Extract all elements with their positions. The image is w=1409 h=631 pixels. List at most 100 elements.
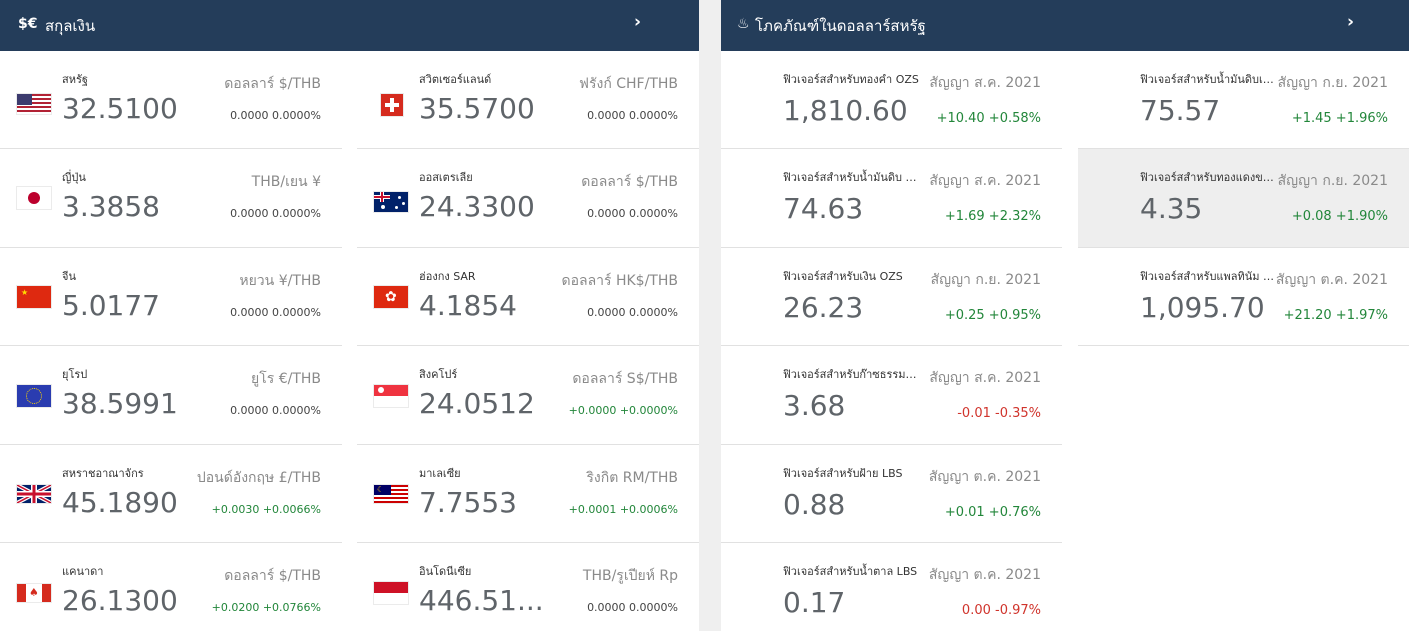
currency-unit: ยูโร €/THB — [251, 371, 321, 387]
commodity-price: 4.35 — [1140, 192, 1203, 225]
currency-change: 0.0000 0.0000% — [230, 306, 321, 319]
indonesia-flag-icon — [374, 582, 408, 604]
currency-name: ฮ่องกง SAR — [419, 270, 476, 283]
commodity-price: 74.63 — [783, 192, 864, 225]
commodity-price: 26.23 — [783, 291, 864, 324]
currency-item-jpy[interactable]: ญี่ปุ่น 3.3858 THB/เยน ¥ 0.0000 0.0000% — [0, 149, 342, 248]
commodity-name: ฟิวเจอร์สสำหรับทองคำ OZS — [783, 73, 919, 86]
currency-name: แคนาดา — [62, 565, 104, 578]
commodity-change: +0.25 +0.95% — [944, 308, 1041, 323]
commodity-item-wti-oil[interactable]: ฟิวเจอร์สสำหรับน้ำมันดิบ W... 74.63 สัญญ… — [721, 149, 1062, 248]
currency-change: +0.0000 +0.0000% — [568, 404, 678, 417]
commodity-name: ฟิวเจอร์สสำหรับน้ำตาล LBS — [783, 565, 918, 578]
currency-rate: 446.51... — [419, 584, 544, 617]
commodity-contract: สัญญา ส.ค. 2021 — [929, 173, 1041, 189]
chevron-right-icon[interactable]: › — [1347, 12, 1355, 32]
japan-flag-icon — [17, 187, 51, 209]
currency-unit: ดอลลาร์ HK$/THB — [561, 273, 678, 289]
commodity-change: +10.40 +0.58% — [936, 111, 1041, 126]
commodity-change: +0.08 +1.90% — [1291, 209, 1388, 224]
currency-icon: $€ — [18, 16, 38, 32]
australia-flag-icon — [374, 192, 408, 212]
chevron-right-icon[interactable]: › — [634, 12, 642, 32]
china-flag-icon: ★ — [17, 286, 51, 308]
currency-rate: 26.1300 — [62, 584, 178, 617]
currency-unit: หยวน ¥/THB — [239, 273, 321, 289]
switzerland-flag-icon — [381, 94, 403, 116]
commodity-change: -0.01 -0.35% — [957, 406, 1041, 421]
currency-item-sgd[interactable]: สิงคโปร์ 24.0512 ดอลลาร์ S$/THB +0.0000 … — [357, 346, 699, 445]
currency-item-chf[interactable]: สวิตเซอร์แลนด์ 35.5700 ฟรังก์ CHF/THB 0.… — [357, 51, 699, 149]
commodity-name: ฟิวเจอร์สสำหรับน้ำมันดิบเบ... — [1140, 73, 1276, 86]
commodity-name: ฟิวเจอร์สสำหรับน้ำมันดิบ W... — [783, 171, 919, 184]
commodity-panel-header[interactable]: ♨ โภคภัณฑ์ในดอลลาร์สหรัฐ › — [721, 0, 1409, 51]
commodity-price: 1,095.70 — [1140, 291, 1265, 324]
commodity-price: 0.17 — [783, 586, 846, 619]
currency-panel-title[interactable]: สกุลเงิน — [45, 17, 96, 35]
currency-name: สวิตเซอร์แลนด์ — [419, 73, 492, 86]
commodity-item-sugar[interactable]: ฟิวเจอร์สสำหรับน้ำตาล LBS 0.17 สัญญา ต.ค… — [721, 543, 1062, 631]
currency-panel: $€ สกุลเงิน › สหรัฐ 32.5100 ดอลลาร์ $/TH… — [0, 0, 699, 631]
commodity-panel: ♨ โภคภัณฑ์ในดอลลาร์สหรัฐ › ฟิวเจอร์สสำหร… — [721, 0, 1409, 631]
commodity-contract: สัญญา ก.ย. 2021 — [1277, 75, 1388, 91]
commodity-name: ฟิวเจอร์สสำหรับทองแดงของ... — [1140, 171, 1276, 184]
eu-flag-icon — [17, 385, 51, 407]
currency-rate: 7.7553 — [419, 486, 517, 519]
commodity-panel-title[interactable]: โภคภัณฑ์ในดอลลาร์สหรัฐ — [755, 17, 926, 35]
currency-item-cny[interactable]: ★ จีน 5.0177 หยวน ¥/THB 0.0000 0.0000% — [0, 248, 342, 346]
currency-rate: 32.5100 — [62, 92, 178, 125]
currency-item-usd[interactable]: สหรัฐ 32.5100 ดอลลาร์ $/THB 0.0000 0.000… — [0, 51, 342, 149]
commodity-price: 75.57 — [1140, 94, 1221, 127]
commodity-icon: ♨ — [737, 16, 750, 32]
singapore-flag-icon — [374, 385, 408, 407]
currency-panel-header[interactable]: $€ สกุลเงิน › — [0, 0, 699, 51]
currency-name: อินโดนีเซีย — [419, 565, 472, 578]
commodity-item-cotton[interactable]: ฟิวเจอร์สสำหรับฝ้าย LBS 0.88 สัญญา ต.ค. … — [721, 445, 1062, 543]
currency-name: สหรัฐ — [62, 73, 88, 86]
commodity-change: +1.69 +2.32% — [944, 209, 1041, 224]
currency-item-cad[interactable]: ♠ แคนาดา 26.1300 ดอลลาร์ $/THB +0.0200 +… — [0, 543, 342, 631]
currency-item-eur[interactable]: ยุโรป 38.5991 ยูโร €/THB 0.0000 0.0000% — [0, 346, 342, 445]
commodity-item-silver[interactable]: ฟิวเจอร์สสำหรับเงิน OZS 26.23 สัญญา ก.ย.… — [721, 248, 1062, 346]
commodity-item-natural-gas[interactable]: ฟิวเจอร์สสำหรับก๊าซธรรมชา... 3.68 สัญญา … — [721, 346, 1062, 445]
currency-rate: 5.0177 — [62, 289, 160, 322]
currency-unit: ริงกิต RM/THB — [586, 470, 678, 486]
currency-name: สิงคโปร์ — [419, 368, 458, 381]
canada-flag-icon: ♠ — [17, 584, 51, 602]
commodity-name: ฟิวเจอร์สสำหรับเงิน OZS — [783, 270, 903, 283]
currency-change: +0.0030 +0.0066% — [211, 503, 321, 516]
commodity-item-gold[interactable]: ฟิวเจอร์สสำหรับทองคำ OZS 1,810.60 สัญญา … — [721, 51, 1062, 149]
uk-flag-icon — [17, 485, 51, 503]
currency-item-idr[interactable]: อินโดนีเซีย 446.51... THB/รูเปียห์ Rp 0.… — [357, 543, 699, 631]
commodity-change: +1.45 +1.96% — [1291, 111, 1388, 126]
currency-unit: THB/รูเปียห์ Rp — [582, 568, 678, 584]
commodity-item-brent-oil[interactable]: ฟิวเจอร์สสำหรับน้ำมันดิบเบ... 75.57 สัญญ… — [1078, 51, 1409, 149]
currency-unit: ฟรังก์ CHF/THB — [579, 76, 678, 92]
currency-rate: 24.3300 — [419, 190, 535, 223]
currency-item-aud[interactable]: ออสเตรเลีย 24.3300 ดอลลาร์ $/THB 0.0000 … — [357, 149, 699, 248]
commodity-name: ฟิวเจอร์สสำหรับก๊าซธรรมชา... — [783, 368, 919, 381]
malaysia-flag-icon: ☾ — [374, 485, 408, 503]
currency-item-gbp[interactable]: สหราชอาณาจักร 45.1890 ปอนด์อังกฤษ £/THB … — [0, 445, 342, 543]
commodity-price: 3.68 — [783, 389, 846, 422]
hong-kong-flag-icon: ✿ — [374, 286, 408, 308]
currency-unit: ดอลลาร์ S$/THB — [572, 371, 678, 387]
currency-item-myr[interactable]: ☾ มาเลเซีย 7.7553 ริงกิต RM/THB +0.0001 … — [357, 445, 699, 543]
currency-name: ออสเตรเลีย — [419, 171, 473, 184]
commodity-price: 0.88 — [783, 488, 846, 521]
commodity-item-platinum[interactable]: ฟิวเจอร์สสำหรับแพลทินัม O... 1,095.70 สั… — [1078, 248, 1409, 346]
commodity-contract: สัญญา ต.ค. 2021 — [928, 567, 1041, 583]
currency-rate: 35.5700 — [419, 92, 535, 125]
currency-item-hkd[interactable]: ✿ ฮ่องกง SAR 4.1854 ดอลลาร์ HK$/THB 0.00… — [357, 248, 699, 346]
currency-change: +0.0001 +0.0006% — [568, 503, 678, 516]
currency-unit: ดอลลาร์ $/THB — [224, 568, 321, 584]
commodity-contract: สัญญา ต.ค. 2021 — [928, 469, 1041, 485]
currency-change: 0.0000 0.0000% — [587, 109, 678, 122]
commodity-contract: สัญญา ต.ค. 2021 — [1275, 272, 1388, 288]
currency-rate: 4.1854 — [419, 289, 517, 322]
commodity-name: ฟิวเจอร์สสำหรับแพลทินัม O... — [1140, 270, 1276, 283]
commodity-item-copper[interactable]: ฟิวเจอร์สสำหรับทองแดงของ... 4.35 สัญญา ก… — [1078, 149, 1409, 248]
commodity-contract: สัญญา ก.ย. 2021 — [930, 272, 1041, 288]
commodity-price: 1,810.60 — [783, 94, 908, 127]
currency-unit: ดอลลาร์ $/THB — [581, 174, 678, 190]
